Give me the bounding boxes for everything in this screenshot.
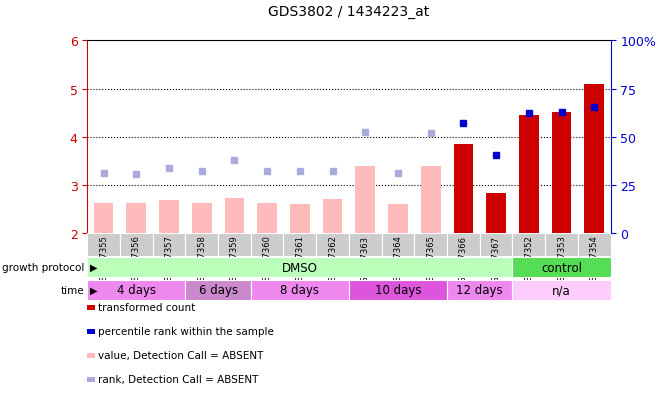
Bar	[159, 201, 178, 233]
Bar	[421, 167, 440, 233]
Text: GSM447358: GSM447358	[197, 235, 206, 286]
Bar	[218, 233, 251, 256]
Text: GSM447367: GSM447367	[492, 235, 501, 286]
Text: GSM447355: GSM447355	[99, 235, 108, 285]
Text: GSM447354: GSM447354	[590, 235, 599, 285]
Text: 6 days: 6 days	[199, 284, 238, 297]
Bar	[519, 116, 539, 233]
Bar	[356, 167, 375, 233]
Text: GSM447353: GSM447353	[557, 235, 566, 286]
Bar	[290, 204, 310, 233]
Bar	[513, 257, 611, 278]
Text: GSM447352: GSM447352	[524, 235, 533, 285]
Text: n/a: n/a	[552, 284, 571, 297]
Text: GSM447362: GSM447362	[328, 235, 337, 286]
Bar	[480, 233, 513, 256]
Text: DMSO: DMSO	[282, 261, 318, 274]
Text: time: time	[60, 285, 84, 295]
Bar	[316, 233, 349, 256]
Bar	[87, 280, 185, 300]
Text: growth protocol: growth protocol	[1, 262, 84, 273]
Text: 8 days: 8 days	[280, 284, 319, 297]
Text: GSM447364: GSM447364	[393, 235, 403, 286]
Text: GSM447360: GSM447360	[262, 235, 272, 286]
Text: GSM447357: GSM447357	[164, 235, 174, 286]
Bar	[192, 204, 211, 233]
Bar	[225, 199, 244, 233]
Bar	[251, 233, 283, 256]
Bar	[388, 204, 408, 233]
Text: GSM447356: GSM447356	[132, 235, 141, 286]
Bar	[258, 204, 277, 233]
Bar	[349, 233, 382, 256]
Bar	[323, 200, 342, 233]
Bar	[552, 112, 571, 233]
Text: ▶: ▶	[90, 262, 97, 273]
Text: GSM447359: GSM447359	[230, 235, 239, 285]
Text: GSM447363: GSM447363	[361, 235, 370, 286]
Bar	[120, 233, 153, 256]
Text: transformed count: transformed count	[98, 303, 195, 313]
Bar	[382, 233, 414, 256]
Bar	[447, 233, 480, 256]
Bar	[251, 280, 349, 300]
Bar	[87, 257, 513, 278]
Text: control: control	[541, 261, 582, 274]
Bar	[513, 280, 611, 300]
Text: GSM447366: GSM447366	[459, 235, 468, 286]
Text: ▶: ▶	[90, 285, 97, 295]
Bar	[447, 280, 513, 300]
Text: value, Detection Call = ABSENT: value, Detection Call = ABSENT	[98, 351, 263, 361]
Bar	[584, 85, 604, 233]
Bar	[283, 233, 316, 256]
Bar	[578, 233, 611, 256]
Bar	[454, 145, 473, 233]
Bar	[185, 233, 218, 256]
Bar	[545, 233, 578, 256]
Text: GDS3802 / 1434223_at: GDS3802 / 1434223_at	[268, 5, 429, 19]
Text: GSM447365: GSM447365	[426, 235, 435, 286]
Text: 10 days: 10 days	[374, 284, 421, 297]
Bar	[185, 280, 251, 300]
Text: percentile rank within the sample: percentile rank within the sample	[98, 327, 274, 337]
Text: 12 days: 12 days	[456, 284, 503, 297]
Bar	[94, 204, 113, 233]
Bar	[414, 233, 447, 256]
Bar	[87, 233, 120, 256]
Text: rank, Detection Call = ABSENT: rank, Detection Call = ABSENT	[98, 375, 258, 385]
Text: GSM447361: GSM447361	[295, 235, 305, 286]
Bar	[126, 204, 146, 233]
Bar	[153, 233, 185, 256]
Bar	[349, 280, 447, 300]
Text: 4 days: 4 days	[117, 284, 156, 297]
Bar	[513, 233, 545, 256]
Bar	[486, 194, 506, 233]
